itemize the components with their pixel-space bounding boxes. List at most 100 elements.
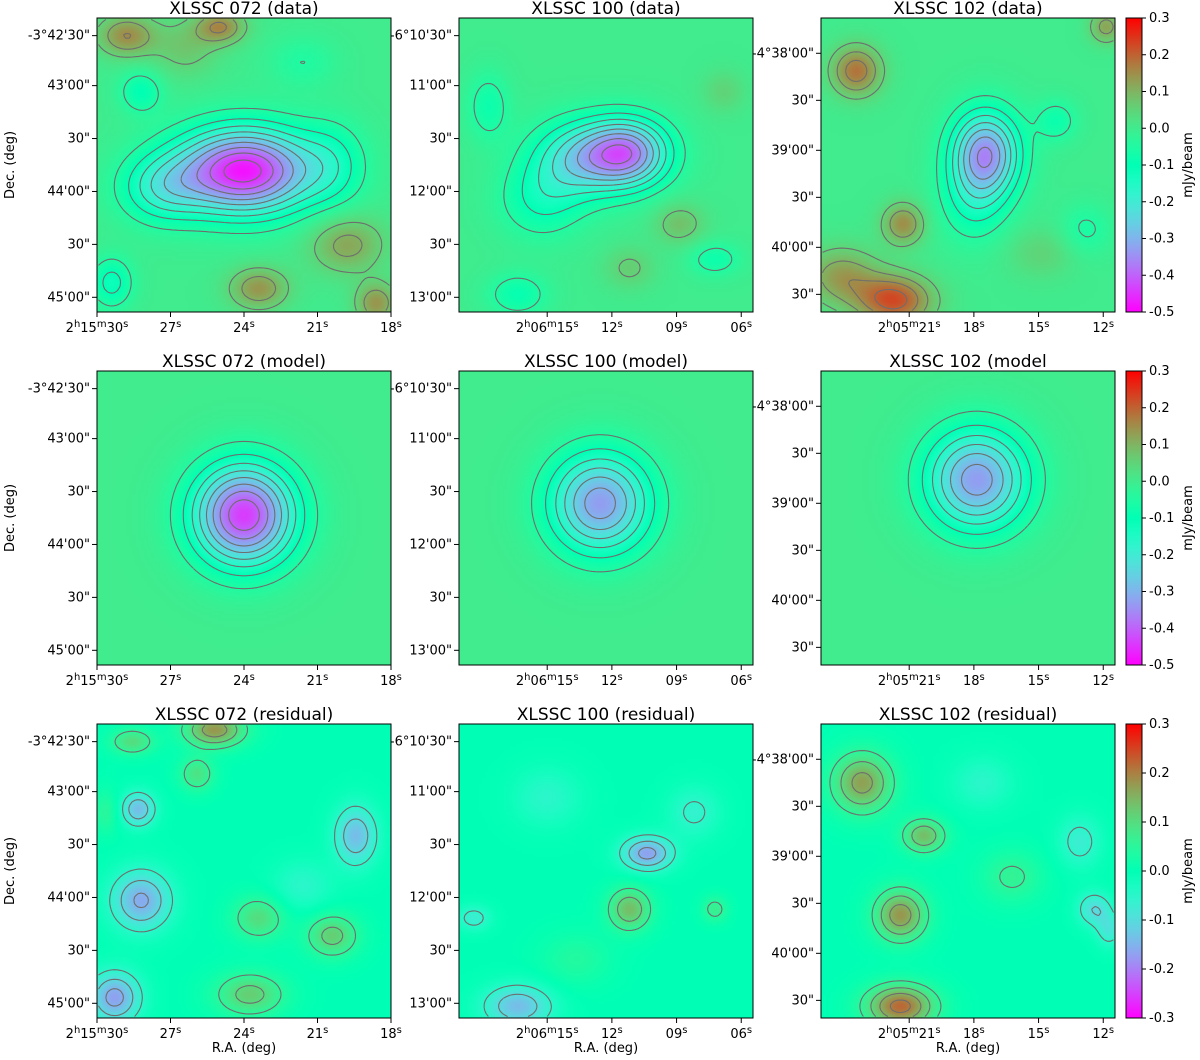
negative-contour: [588, 138, 641, 171]
negative-contour: [921, 424, 1032, 535]
negative-contour: [98, 799, 369, 1017]
x-axis-label: R.A. (deg): [936, 1041, 1000, 1056]
colorbar-2: 0.3 0.2 0.1 0.0 -0.1 -0.2 -0.3 mJy/beam: [1125, 717, 1196, 1026]
y-tick-label: 30": [791, 640, 814, 655]
y-tick-label: 30": [429, 943, 452, 958]
colorbar-tick-label: -0.4: [1149, 621, 1174, 636]
negative-contour: [963, 128, 1007, 190]
x-tick-label: 18s: [380, 319, 402, 336]
x-tick-label: 15s: [1028, 1025, 1050, 1042]
colorbar-tick-label: -0.5: [1149, 658, 1174, 673]
y-tick-label: 45'00": [47, 996, 90, 1011]
positive-contour: [822, 19, 1114, 311]
y-tick-label: -6°10'30": [390, 735, 452, 750]
panel-2: XLSSC 102 (data) 2h05m21s 18s 15s 12s -4°38'0…: [752, 0, 1116, 336]
heatmap-image: [459, 371, 753, 665]
y-tick-label: 30": [429, 485, 452, 500]
negative-contour: [498, 840, 667, 1018]
positive-contour: [107, 19, 389, 311]
positive-contour: [607, 887, 723, 932]
negative-contour: [573, 476, 627, 531]
colorbar-0: 0.3 0.2 0.1 0.0 -0.1 -0.2 -0.3 -0.4 -0.5 mJy/beam: [1125, 11, 1196, 320]
colorbar: [1125, 370, 1143, 666]
y-tick-label: 11'00": [409, 79, 452, 94]
colorbar-label: mJy/beam: [1181, 485, 1196, 550]
negative-contour: [196, 146, 284, 196]
negative-contour: [180, 141, 294, 201]
positive-contour: [201, 725, 228, 738]
y-tick-label: 30": [67, 485, 90, 500]
negative-contour: [199, 470, 289, 560]
y-tick-label: 30": [429, 237, 452, 252]
y-tick-label: -4°38'00": [752, 46, 814, 61]
panel-5: XLSSC 102 (model 2h05m21s 18s 15s 12s -4°38'0…: [752, 352, 1116, 689]
colorbar-label: mJy/beam: [1181, 838, 1196, 903]
colorbar-tick-label: 0.2: [1149, 766, 1170, 781]
x-tick-label: 12s: [1092, 672, 1114, 689]
heatmap-image: [97, 724, 391, 1018]
x-tick-label: 12s: [1092, 319, 1114, 336]
y-tick-label: 30": [67, 943, 90, 958]
negative-contour: [931, 434, 1022, 525]
y-tick-label: 13'00": [409, 996, 452, 1011]
y-tick-label: 30": [791, 190, 814, 205]
negative-contour: [98, 60, 367, 307]
colorbar-tick-label: 0.2: [1149, 401, 1170, 416]
negative-contour: [1091, 905, 1102, 917]
colorbar-tick-label: -0.4: [1149, 268, 1174, 283]
x-tick-label: 09s: [666, 672, 688, 689]
x-tick-label: 21s: [307, 672, 329, 689]
x-tick-label: 2h06m15s: [516, 319, 579, 336]
y-tick-label: 30": [429, 838, 452, 853]
y-tick-label: 30": [791, 446, 814, 461]
colorbar-tick-label: -0.5: [1149, 305, 1174, 320]
y-tick-label: 30": [791, 799, 814, 814]
y-tick-label: 40'00": [771, 946, 814, 961]
panel-title: XLSSC 072 (residual): [155, 705, 333, 725]
axes-frame: [458, 723, 754, 1019]
y-tick-label: 13'00": [409, 290, 452, 305]
panel-6: XLSSC 072 (residual) 2h15m30s 27s 24s 21s 18s…: [3, 705, 402, 1056]
panel-title: XLSSC 102 (data): [893, 0, 1042, 19]
colorbar-tick-label: -0.2: [1149, 548, 1174, 563]
positive-contour: [874, 288, 908, 310]
y-tick-label: 44'00": [47, 890, 90, 905]
negative-contour: [150, 131, 324, 211]
y-tick-label: 43'00": [47, 432, 90, 447]
x-axis-label: R.A. (deg): [212, 1041, 276, 1056]
negative-contour: [968, 136, 1001, 180]
x-tick-label: 27s: [160, 319, 182, 336]
positive-contour: [829, 750, 1025, 1017]
panel-7: XLSSC 100 (residual) 2h06m15s 12s 09s 06s -6°…: [390, 705, 754, 1056]
y-tick-label: 12'00": [409, 184, 452, 199]
negative-contour: [564, 467, 636, 540]
x-tick-label: 09s: [666, 1025, 688, 1042]
colorbar-tick-label: -0.2: [1149, 962, 1174, 977]
negative-contour: [163, 136, 307, 206]
colorbar-1: 0.3 0.2 0.1 0.0 -0.1 -0.2 -0.3 -0.4 -0.5 mJy/beam: [1125, 364, 1196, 673]
axes-frame: [458, 17, 754, 313]
x-tick-label: 24s: [233, 1025, 255, 1042]
panel-grid: XLSSC 072 (data) 2h15m30s 27s 24s 21s 18s -3°4…: [3, 0, 1116, 1056]
x-tick-label: 24s: [233, 319, 255, 336]
y-tick-label: -3°42'30": [28, 382, 90, 397]
panel-title: XLSSC 100 (model): [524, 352, 688, 372]
heatmap-image: [821, 18, 1115, 312]
colorbar-tick-label: 0.1: [1149, 815, 1170, 830]
panel-title: XLSSC 100 (residual): [517, 705, 695, 725]
colorbar: [1125, 17, 1143, 313]
x-axis-label: R.A. (deg): [574, 1041, 638, 1056]
y-tick-label: 45'00": [47, 643, 90, 658]
positive-contour: [889, 999, 911, 1014]
y-tick-label: -6°10'30": [390, 29, 452, 44]
colorbar-tick-label: 0.1: [1149, 438, 1170, 453]
axes-frame: [820, 17, 1116, 313]
panel-1: XLSSC 100 (data) 2h06m15s 12s 09s 06s -6°10'3…: [390, 0, 754, 336]
y-tick-label: 30": [67, 132, 90, 147]
heatmap-image: [459, 724, 753, 1018]
colorbar-tick-label: 0.0: [1149, 474, 1170, 489]
colorbar-tick-label: -0.3: [1149, 1011, 1174, 1026]
negative-contour: [538, 118, 667, 198]
y-tick-label: 11'00": [409, 785, 452, 800]
